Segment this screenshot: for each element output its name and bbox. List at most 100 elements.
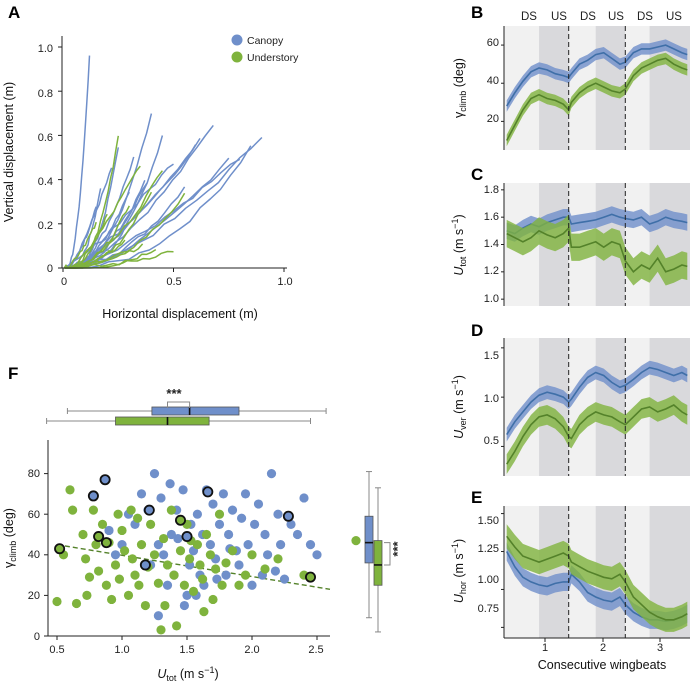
scatter-point	[240, 570, 251, 580]
panel-a-ylabel: Vertical displacement (m)	[2, 82, 16, 222]
panel-f-xlabel: Utot (m s−1)	[157, 665, 218, 683]
panel-a-xtick: 0	[61, 276, 67, 288]
scatter-point	[250, 519, 260, 529]
scatter-point	[127, 554, 137, 564]
scatter-point	[140, 600, 150, 611]
highlighted-point	[54, 543, 66, 555]
panel-e-ytick: 1.50	[478, 515, 499, 527]
scatter-point	[130, 570, 140, 580]
scatter-point	[260, 529, 270, 540]
scatter-point	[199, 607, 209, 617]
highlighted-point	[174, 514, 186, 526]
panel-f-ytick: 40	[28, 549, 40, 561]
panel-f-xtick: 1.5	[179, 644, 194, 656]
panel-b-ytick: 20	[487, 113, 499, 125]
panel-f-ylabel: γclimb (deg)	[2, 508, 18, 568]
scatter-point	[260, 564, 270, 574]
trajectory-line	[66, 137, 201, 269]
panel-label-b: B	[471, 3, 483, 22]
scatter-point	[156, 493, 166, 503]
right-significance: ***	[390, 540, 405, 556]
scatter-point	[179, 580, 189, 590]
panel-a-xlabel: Horizontal displacement (m)	[102, 307, 258, 321]
panel-c-ytick: 1.6	[484, 211, 499, 223]
panel-label-d: D	[471, 321, 483, 340]
scatter-point	[94, 566, 104, 576]
panels-b-to-e	[501, 26, 690, 642]
scatter-point	[160, 600, 170, 611]
mean-line	[506, 404, 688, 465]
panel-label-f: F	[8, 364, 18, 383]
scatter-point	[208, 499, 218, 509]
scatter-point	[195, 560, 205, 570]
scatter-point	[65, 485, 75, 495]
scatter-point	[84, 572, 95, 582]
panel-f-ytick: 60	[28, 509, 40, 521]
ci-band	[506, 52, 688, 147]
scatter-point	[162, 560, 173, 570]
panel-label-c: C	[471, 165, 483, 184]
scatter-point	[153, 540, 163, 550]
phase-label: US	[608, 11, 624, 23]
ci-band	[506, 395, 688, 474]
scatter-point	[179, 600, 189, 611]
scatter-point	[120, 546, 130, 556]
scatter-point	[126, 505, 136, 515]
panel-a-ytick: 0	[47, 263, 53, 275]
legend-understory-marker	[231, 51, 243, 63]
highlighted-point	[304, 571, 316, 583]
phase-shade	[649, 183, 690, 306]
panel-e-ytick: 1.25	[478, 543, 499, 555]
scatter-point	[227, 505, 238, 515]
panel-a-xtick: 0.5	[166, 276, 181, 288]
scatter-point	[117, 525, 127, 536]
scatter-point	[178, 485, 188, 495]
panel-a-xtick: 1.0	[277, 276, 292, 288]
panel-e-xlabel: Consecutive wingbeats	[538, 658, 667, 672]
panel-f-xtick: 1.0	[114, 644, 129, 656]
scatter-point	[253, 499, 264, 509]
panel-f-xtick: 0.5	[49, 644, 64, 656]
legend-canopy-label: Canopy	[247, 35, 284, 47]
trajectory-line	[66, 124, 214, 269]
box-body	[364, 515, 374, 564]
scatter-point	[292, 529, 303, 540]
scatter-point	[208, 594, 218, 605]
highlighted-point	[93, 531, 105, 543]
panel-f: F 0.5 1.0 1.5 2.0 2.5 0 20 40 60 80 Utot…	[2, 364, 405, 683]
scatter-point	[205, 550, 215, 560]
wingbeat-tick: 2	[600, 642, 606, 654]
scatter-point	[224, 529, 234, 540]
scatter-point	[263, 550, 273, 560]
scatter-point	[227, 546, 238, 556]
scatter-point	[266, 469, 277, 479]
scatter-point	[162, 580, 173, 590]
phase-shade	[539, 26, 569, 150]
box-body	[115, 416, 210, 426]
scatter-point	[149, 469, 160, 479]
scatter-point	[188, 586, 199, 596]
scatter-point	[146, 519, 156, 529]
scatter-point	[205, 540, 215, 550]
panel-a-ytick: 1.0	[38, 43, 53, 55]
scatter-point	[107, 594, 117, 605]
panel-f-plot	[44, 401, 391, 640]
scatter-point	[110, 560, 121, 570]
scatter-point	[234, 580, 244, 590]
panel-a-ytick: 0.2	[38, 220, 53, 232]
highlighted-point	[139, 559, 151, 571]
scatter-point	[214, 509, 225, 519]
panel-d-ytick: 0.5	[484, 435, 499, 447]
scatter-point	[185, 554, 195, 564]
panel-b-ytick: 60	[487, 37, 499, 49]
scatter-point	[218, 489, 228, 499]
scatter-point	[156, 625, 166, 635]
scatter-point	[351, 535, 361, 546]
panel-a: A 0 0.5 1.0 0 0.2 0.4 0.6 0.8 1.0 Horizo…	[2, 3, 299, 321]
highlighted-point	[100, 537, 112, 549]
highlighted-point	[181, 531, 193, 543]
highlighted-point	[202, 486, 214, 498]
panel-f-ytick: 80	[28, 468, 40, 480]
box-body	[151, 406, 240, 416]
